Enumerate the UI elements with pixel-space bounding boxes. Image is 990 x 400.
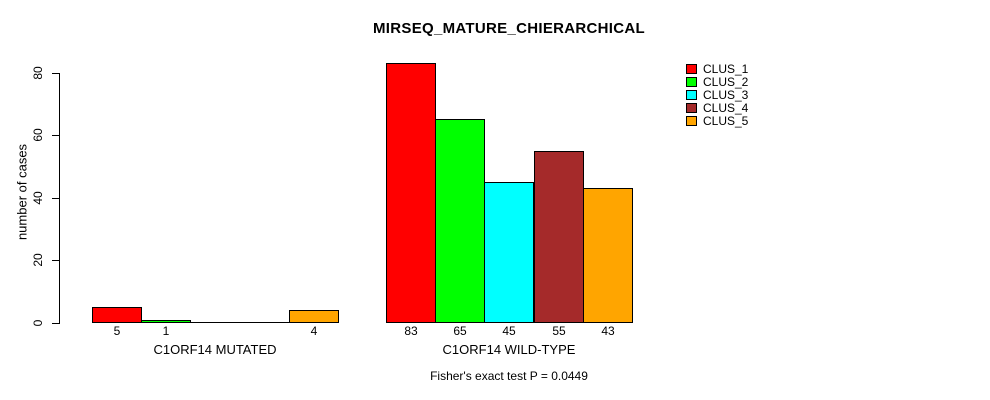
bar-CLUS_3 — [484, 182, 534, 323]
legend-label-CLUS_4: CLUS_4 — [703, 101, 749, 115]
y-tick-label: 40 — [31, 191, 45, 205]
bar-CLUS_2 — [435, 119, 485, 323]
bar-value-label: 43 — [601, 324, 615, 338]
y-axis-tick — [52, 323, 59, 324]
bar-CLUS_3-zero — [190, 322, 240, 323]
bar-value-label: 65 — [453, 324, 467, 338]
bar-CLUS_1 — [92, 307, 142, 323]
legend-swatch-CLUS_1 — [686, 64, 697, 74]
legend-swatch-CLUS_5 — [686, 116, 697, 126]
y-axis-tick — [52, 198, 59, 199]
chart-title: MIRSEQ_MATURE_CHIERARCHICAL — [373, 20, 645, 37]
group-label-mutated: C1ORF14 MUTATED — [153, 342, 277, 357]
y-tick-label: 20 — [31, 253, 45, 267]
bar-CLUS_5 — [289, 310, 339, 323]
group-label-wildtype: C1ORF14 WILD-TYPE — [442, 342, 576, 357]
bar-CLUS_4-zero — [240, 322, 290, 323]
y-axis-line — [59, 73, 60, 324]
y-axis-tick — [52, 135, 59, 136]
legend-label-CLUS_3: CLUS_3 — [703, 88, 749, 102]
bar-CLUS_2 — [141, 320, 191, 323]
y-tick-label: 60 — [31, 128, 45, 142]
bar-value-label: 1 — [162, 324, 170, 338]
y-axis-label: number of cases — [14, 143, 30, 241]
y-tick-label: 0 — [31, 319, 45, 327]
bar-value-label: 83 — [404, 324, 418, 338]
y-axis-tick — [52, 260, 59, 261]
bar-value-label: 45 — [502, 324, 516, 338]
annotation-text: Fisher's exact test P = 0.0449 — [430, 369, 588, 383]
bar-CLUS_4 — [534, 151, 584, 323]
bar-value-label: 4 — [310, 324, 318, 338]
legend-swatch-CLUS_3 — [686, 90, 697, 100]
legend-label-CLUS_5: CLUS_5 — [703, 114, 749, 128]
y-tick-label: 80 — [31, 66, 45, 80]
y-axis-tick — [52, 73, 59, 74]
legend-swatch-CLUS_4 — [686, 103, 697, 113]
legend-swatch-CLUS_2 — [686, 77, 697, 87]
bar-CLUS_1 — [386, 63, 436, 323]
bar-CLUS_5 — [583, 188, 633, 323]
legend-label-CLUS_2: CLUS_2 — [703, 75, 749, 89]
bar-value-label: 55 — [552, 324, 566, 338]
bar-value-label: 5 — [113, 324, 121, 338]
legend-label-CLUS_1: CLUS_1 — [703, 62, 749, 76]
